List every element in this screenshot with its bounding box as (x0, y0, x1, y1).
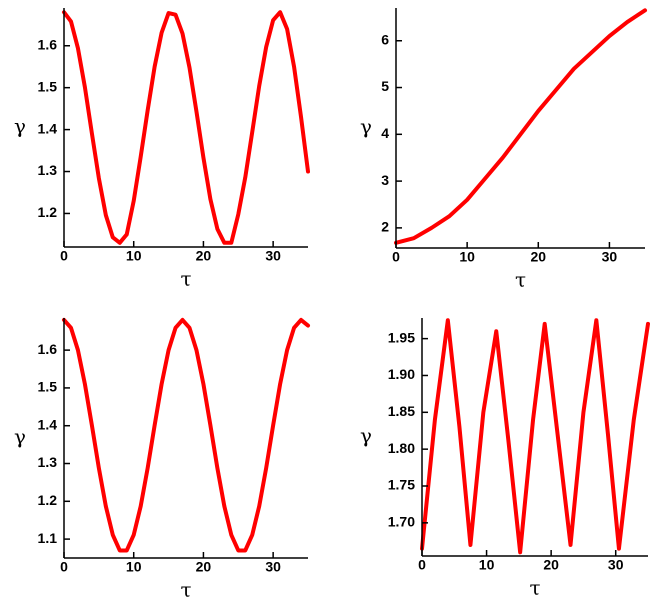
y-tick-label: 1.2 (38, 204, 58, 220)
x-axis-label: τ (180, 578, 191, 602)
plot-area (420, 318, 650, 555)
y-tick-label: 5 (381, 78, 389, 94)
x-tick-label: 30 (265, 559, 281, 575)
x-tick-label: 0 (418, 557, 426, 573)
y-tick-label: 4 (381, 125, 389, 141)
y-tick-label: 1.2 (38, 492, 58, 508)
x-tick-label: 30 (602, 249, 618, 265)
y-tick-label: 1.70 (388, 514, 415, 530)
y-tick-label: 3 (381, 172, 389, 188)
x-tick-label: 10 (459, 249, 475, 265)
y-axis-label: γ (360, 115, 372, 139)
plot-area (394, 8, 647, 245)
plot-area (62, 317, 310, 553)
y-axis-label: γ (14, 114, 26, 138)
x-tick-label: 10 (479, 557, 495, 573)
y-tick-label: 1.5 (38, 78, 58, 94)
panel: 0 10 20 30 1.1 1.2 1.3 1.4 1.5 1.6 τ γ (14, 317, 310, 602)
y-tick-label: 1.6 (38, 341, 58, 357)
x-tick-label: 20 (530, 249, 546, 265)
y-tick-label: 1.3 (38, 454, 58, 470)
y-tick-label: 1.6 (38, 36, 58, 52)
y-tick-label: 1.1 (38, 530, 58, 546)
y-axis-label: γ (14, 425, 26, 449)
y-tick-label: 6 (381, 31, 389, 47)
curve (394, 8, 647, 245)
y-tick-label: 1.85 (388, 403, 415, 419)
plot-area (62, 10, 310, 245)
x-tick-label: 0 (392, 249, 400, 265)
y-tick-label: 1.4 (38, 416, 58, 432)
y-tick-label: 1.90 (388, 366, 415, 382)
y-axis-label: γ (360, 424, 372, 448)
curve (420, 318, 650, 555)
panel: 0 10 20 30 1.2 1.3 1.4 1.5 1.6 τ γ (14, 8, 310, 291)
x-tick-label: 30 (608, 557, 624, 573)
x-tick-label: 20 (543, 557, 559, 573)
x-tick-label: 0 (60, 248, 68, 264)
x-tick-label: 10 (126, 559, 142, 575)
y-tick-label: 1.5 (38, 379, 58, 395)
curve (62, 10, 310, 245)
y-tick-label: 2 (381, 219, 389, 235)
curve (62, 317, 310, 553)
x-tick-label: 10 (126, 248, 142, 264)
y-tick-label: 1.75 (388, 477, 415, 493)
x-tick-label: 0 (60, 559, 68, 575)
x-axis-label: τ (529, 576, 540, 600)
y-tick-label: 1.3 (38, 162, 58, 178)
y-tick-label: 1.95 (388, 329, 415, 345)
x-axis-label: τ (515, 268, 526, 292)
panel: 0 10 20 30 2 3 4 5 6 τ γ (360, 8, 647, 292)
y-tick-label: 1.4 (38, 120, 58, 136)
x-axis-label: τ (180, 267, 191, 291)
x-tick-label: 20 (196, 559, 212, 575)
x-tick-label: 20 (196, 248, 212, 264)
panel: 0 10 20 30 1.70 1.75 1.80 1.85 1.90 1.95 τ γ (360, 318, 650, 600)
x-tick-label: 30 (265, 248, 281, 264)
y-tick-label: 1.80 (388, 440, 415, 456)
